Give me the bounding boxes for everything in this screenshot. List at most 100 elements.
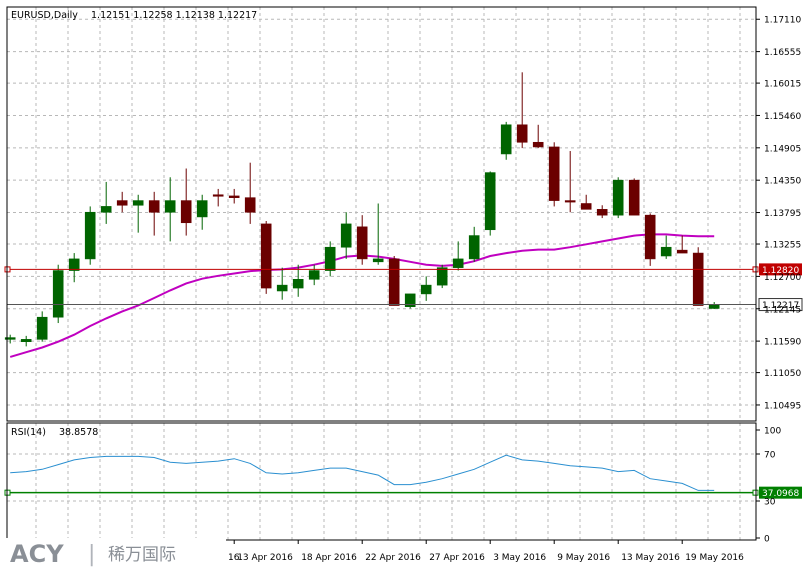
candle <box>596 205 608 219</box>
candle <box>116 191 128 213</box>
candle-body-up <box>84 211 96 260</box>
candle-body-down <box>148 200 160 213</box>
partial-date-label: 16 <box>228 553 240 563</box>
candle <box>564 151 576 213</box>
rsi-level-tag <box>759 486 802 499</box>
candle <box>20 335 32 347</box>
rsi-title: RSI(14) <box>11 427 46 438</box>
price-tick-label: 1.16555 <box>764 48 801 58</box>
candle <box>628 178 640 216</box>
candle <box>308 264 320 286</box>
rsi-panel-border <box>6 422 757 541</box>
candle <box>292 264 304 297</box>
candle-body-down <box>260 223 272 289</box>
ohlc-label: 1.12151 1.12258 1.12138 1.12217 <box>91 10 257 21</box>
main-panel-border <box>6 6 757 422</box>
candle-body-up <box>372 258 384 263</box>
candle-body-down <box>596 209 608 216</box>
candle <box>84 206 96 265</box>
rsi-tick-label: 100 <box>764 427 781 437</box>
date-tick-label: 27 Apr 2016 <box>429 553 485 563</box>
candle-body-down <box>676 249 688 254</box>
candle-body-up <box>196 200 208 218</box>
price-tick-label: 1.13255 <box>764 241 801 251</box>
candle-body-down <box>516 124 528 143</box>
rsi-level-tag-label: 37.0968 <box>762 489 799 499</box>
price-level-tag <box>759 263 802 276</box>
price-tick-label: 1.14350 <box>764 177 801 187</box>
candle <box>580 194 592 210</box>
candle-body-up <box>420 284 432 295</box>
watermark: ACY | 稀万国际 16 <box>0 538 240 575</box>
watermark-separator: | <box>88 542 95 567</box>
date-tick-label: 3 May 2016 <box>493 553 546 563</box>
candle <box>260 220 272 294</box>
candle <box>132 194 144 233</box>
candle-body-up <box>436 267 448 286</box>
candle-body-down <box>692 252 704 306</box>
date-tick-label: 9 May 2016 <box>557 553 610 563</box>
candle-body-up <box>660 246 672 257</box>
candle <box>468 226 480 262</box>
candle <box>196 194 208 230</box>
candle <box>692 247 704 306</box>
date-tick-label: 13 May 2016 <box>621 553 680 563</box>
candle-body-down <box>628 179 640 216</box>
rsi-axis: 100 70 30 0 <box>756 427 781 545</box>
candle <box>356 215 368 265</box>
candle <box>404 293 416 309</box>
candle <box>532 124 544 149</box>
candle-body-up <box>404 293 416 308</box>
rsi-tick-label: 30 <box>764 498 776 508</box>
candle-body-up <box>4 337 16 340</box>
candle-body-up <box>500 124 512 155</box>
price-tick-label: 1.12700 <box>764 273 801 283</box>
rsi-tick-label: 0 <box>764 535 770 545</box>
candle-body-up <box>132 200 144 206</box>
price-tick-label: 1.10495 <box>764 401 801 411</box>
rsi-grid <box>7 423 756 540</box>
candle <box>516 72 528 149</box>
watermark-brand: ACY <box>10 540 64 568</box>
candle <box>100 181 112 224</box>
candle-body-up <box>308 270 320 280</box>
price-tick-label: 1.11590 <box>764 338 801 348</box>
candle-body-down <box>180 200 192 224</box>
candle <box>436 264 448 289</box>
candle-body-down <box>548 146 560 201</box>
rsi-tick-label: 70 <box>764 451 776 461</box>
candle-body-up <box>52 270 64 318</box>
candle <box>500 121 512 160</box>
date-tick-label: 22 Apr 2016 <box>365 553 421 563</box>
price-tick-label: 1.11050 <box>764 369 801 379</box>
candle-body-up <box>68 258 80 271</box>
candle <box>148 191 160 236</box>
candle <box>484 171 496 236</box>
candle <box>372 203 384 265</box>
candle-body-down <box>244 197 256 213</box>
price-tick-label: 1.14905 <box>764 144 801 154</box>
candle <box>644 213 656 266</box>
date-tick-label: 13 Apr 2016 <box>237 553 293 563</box>
candle-body-up <box>276 284 288 292</box>
price-level-tag-label: 1.12820 <box>762 266 799 276</box>
current-price-tag <box>758 298 803 312</box>
current-price-tag-label: 1.12217 <box>762 301 799 311</box>
candle <box>388 255 400 306</box>
candle-body-up <box>452 258 464 268</box>
candle-body-down <box>644 214 656 260</box>
candle-body-up <box>36 316 48 340</box>
price-tick-label: 1.13795 <box>764 209 801 219</box>
candle <box>452 241 464 271</box>
candle-body-down <box>356 226 368 260</box>
date-tick-label: 19 May 2016 <box>685 553 744 563</box>
price-axis: 1.17110 1.16555 1.16015 1.15460 1.14905 1.143… <box>756 16 801 411</box>
candle <box>68 253 80 283</box>
candle <box>212 188 224 207</box>
candle <box>660 235 672 259</box>
candle <box>228 188 240 204</box>
candle-body-up <box>484 172 496 231</box>
candle-body-down <box>388 258 400 306</box>
